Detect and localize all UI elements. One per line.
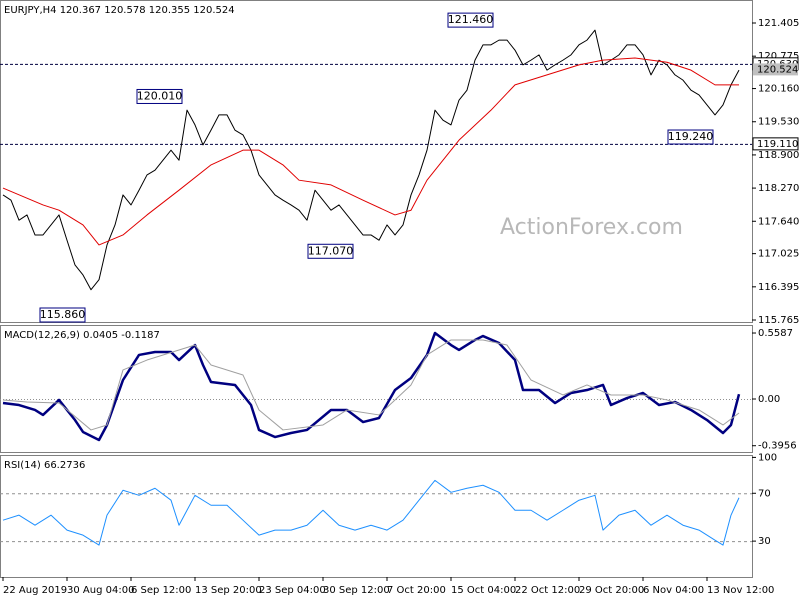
x-tick-label: 30 Aug 04:00 <box>67 585 134 596</box>
series-line <box>2 339 740 431</box>
x-tick-label: 30 Sep 12:00 <box>323 585 390 596</box>
y-tick-label: 100 <box>758 452 777 463</box>
panel-frame <box>0 0 753 323</box>
x-tick-label: 6 Nov 04:00 <box>643 585 704 596</box>
series-line <box>2 331 741 442</box>
y-tick-label: 30 <box>758 536 771 547</box>
annotation-box <box>667 129 714 145</box>
annotation: 117.070 <box>308 244 354 257</box>
x-tick-label: 13 Nov 12:00 <box>707 585 774 596</box>
x-tick-label: 15 Oct 04:00 <box>451 585 516 596</box>
y-tick-label: 0.00 <box>758 394 780 405</box>
y-tick-label: 120.160 <box>758 84 799 95</box>
annotation-box <box>447 12 494 28</box>
y-tick-label: 117.025 <box>758 249 799 260</box>
y-tick-label: 119.530 <box>758 117 799 128</box>
y-tick-label: 0.5587 <box>758 328 793 339</box>
panel-frame <box>0 455 753 578</box>
watermark: ActionForex.com <box>500 215 683 240</box>
annotation-box <box>39 307 86 323</box>
annotation-box <box>307 243 354 259</box>
series-line <box>2 479 740 546</box>
x-tick-label: 22 Oct 12:00 <box>515 585 580 596</box>
y-tick-label: 118.270 <box>758 183 799 194</box>
panel-title: MACD(12,26,9) 0.0405 -0.1187 <box>4 330 160 341</box>
annotation: 119.240 <box>668 130 714 143</box>
last-price-label: 120.524 <box>757 64 798 75</box>
annotation: 115.860 <box>40 308 86 321</box>
panel-title: RSI(14) 66.2736 <box>4 460 85 471</box>
y-tick-label: -0.3956 <box>758 441 797 452</box>
x-tick-label: 6 Sep 12:00 <box>131 585 191 596</box>
x-tick-label: 29 Oct 20:00 <box>579 585 644 596</box>
x-tick-label: 23 Sep 04:00 <box>259 585 326 596</box>
annotation: 120.010 <box>137 89 183 102</box>
y-tick-label: 118.900 <box>758 150 799 161</box>
y-tick-label: 117.640 <box>758 216 799 227</box>
y-tick-label: 120.775 <box>758 51 799 62</box>
last-price-box <box>753 63 798 76</box>
panel-title: EURJPY,H4 120.367 120.578 120.355 120.52… <box>4 5 235 16</box>
series-line <box>2 57 739 246</box>
x-tick-label: 7 Oct 20:00 <box>387 585 446 596</box>
series-line <box>2 29 740 291</box>
y-tick-label: 70 <box>758 488 771 499</box>
level-label-box <box>752 137 799 151</box>
y-tick-label: 115.765 <box>758 315 799 326</box>
y-tick-label: 121.405 <box>758 18 799 29</box>
annotation-box <box>136 88 183 104</box>
level-label: 119.110 <box>757 139 798 150</box>
x-tick-label: 13 Sep 20:00 <box>195 585 262 596</box>
panel-frame <box>0 325 753 453</box>
annotation: 121.460 <box>448 13 494 26</box>
x-tick-label: 22 Aug 2019 <box>3 585 67 596</box>
y-tick-label: 116.395 <box>758 282 799 293</box>
